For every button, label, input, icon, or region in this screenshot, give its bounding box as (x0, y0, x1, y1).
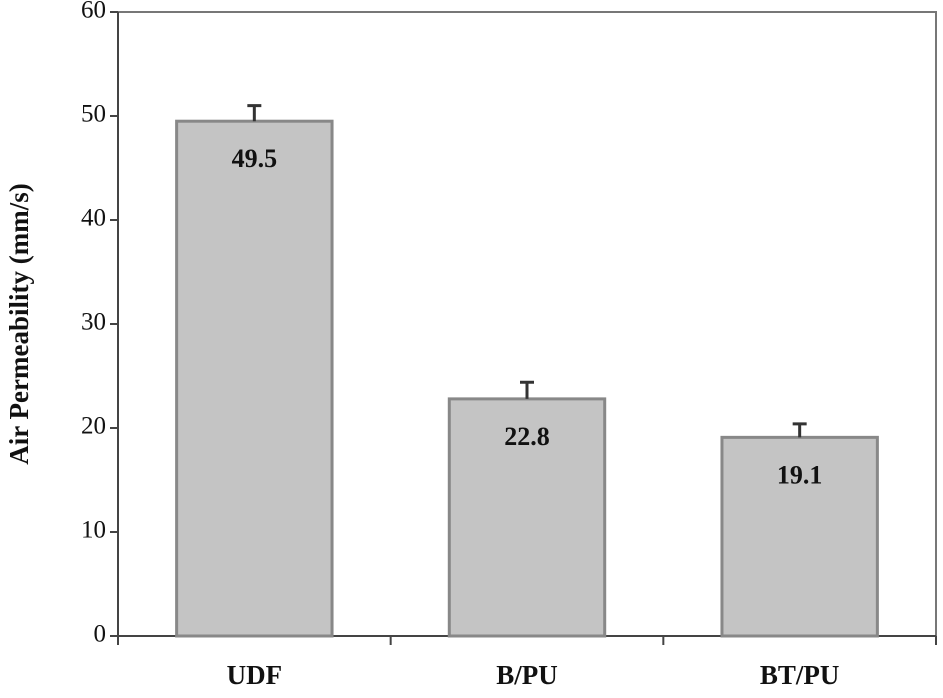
y-tick-label: 40 (81, 205, 106, 232)
value-label: 22.8 (504, 422, 550, 451)
error-bar (792, 422, 807, 438)
x-tick-label: UDF (227, 660, 283, 690)
bar (720, 435, 879, 638)
y-tick-label: 20 (81, 413, 106, 440)
y-tick-label: 0 (94, 621, 107, 648)
y-tick-label: 60 (81, 0, 106, 24)
x-tick-label: BT/PU (760, 660, 840, 690)
y-tick-label: 10 (81, 517, 106, 544)
value-label: 49.5 (232, 144, 278, 173)
error-bar (520, 380, 534, 399)
y-tick-label: 50 (81, 101, 106, 128)
y-tick-label: 30 (81, 309, 106, 336)
bar (447, 397, 607, 638)
y-axis-label: Air Permeability (mm/s) (4, 183, 34, 464)
x-tick-label: B/PU (496, 660, 558, 690)
value-label: 19.1 (777, 460, 823, 489)
bar (175, 119, 334, 638)
error-bar (247, 104, 262, 122)
